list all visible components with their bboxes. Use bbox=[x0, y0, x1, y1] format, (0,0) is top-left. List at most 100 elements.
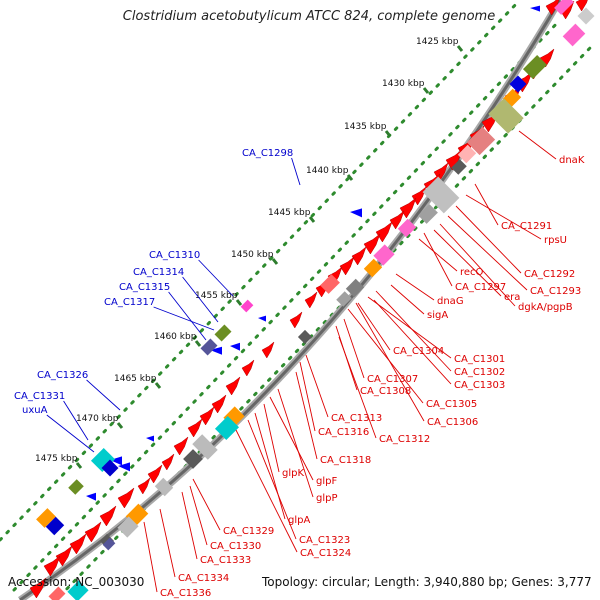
feature-block bbox=[554, 0, 574, 15]
reverse-gene-label: CA_C1331 bbox=[14, 391, 65, 402]
feature-block bbox=[240, 299, 254, 313]
forward-gene-label: dnaK bbox=[559, 155, 585, 166]
feature-block bbox=[509, 75, 527, 93]
forward-gene-arrow bbox=[389, 210, 405, 230]
feature-block bbox=[488, 98, 524, 134]
forward-leader-line bbox=[295, 371, 318, 460]
reverse-gene-arrow bbox=[530, 5, 540, 12]
forward-gene-label: CA_C1316 bbox=[318, 427, 369, 438]
forward-leader-line bbox=[235, 429, 298, 553]
feature-block bbox=[363, 258, 383, 278]
reverse-leader-line bbox=[86, 379, 121, 411]
forward-leader-line bbox=[447, 215, 528, 291]
forward-gene-arrow bbox=[261, 341, 275, 359]
forward-leader-line bbox=[357, 302, 391, 351]
forward-gene-label: rpsU bbox=[544, 235, 567, 246]
feature-block bbox=[336, 291, 352, 307]
feature-block bbox=[418, 204, 438, 224]
forward-gene-label: CA_C1306 bbox=[427, 417, 478, 428]
feature-block bbox=[68, 479, 84, 495]
forward-gene-arrow bbox=[211, 394, 227, 414]
forward-leader-line bbox=[390, 284, 425, 315]
forward-gene-label: CA_C1336 bbox=[160, 588, 211, 599]
forward-gene-label: CA_C1292 bbox=[524, 269, 575, 280]
feature-block bbox=[457, 144, 477, 164]
forward-leader-line bbox=[343, 318, 365, 379]
reverse-leader-line bbox=[168, 291, 207, 341]
forward-gene-label: glpK bbox=[282, 468, 304, 479]
forward-gene-arrow bbox=[69, 533, 87, 555]
forward-leader-line bbox=[159, 508, 176, 578]
forward-gene-arrow bbox=[161, 453, 175, 471]
reverse-gene-label: uxuA bbox=[22, 405, 48, 416]
forward-leader-line bbox=[269, 396, 314, 481]
feature-block bbox=[397, 218, 417, 238]
forward-leader-line bbox=[305, 354, 329, 418]
scale-tick-label: 1470 kbp bbox=[76, 414, 119, 424]
forward-gene-label: CA_C1291 bbox=[501, 221, 552, 232]
reverse-gene-label: CA_C1314 bbox=[133, 267, 184, 278]
forward-label-leaders bbox=[143, 130, 557, 593]
forward-leader-line bbox=[299, 361, 316, 432]
scale-tick-mark bbox=[346, 174, 354, 181]
feature-block bbox=[522, 54, 548, 80]
scale-tick-label: 1455 kbp bbox=[195, 291, 238, 301]
reverse-gene-label: CA_C1315 bbox=[119, 282, 170, 293]
reverse-leader-line bbox=[153, 306, 215, 331]
reverse-gene-arrow bbox=[210, 346, 222, 355]
reverse-gene-label: CA_C1298 bbox=[242, 148, 293, 159]
forward-gene-arrow bbox=[55, 545, 73, 567]
forward-gene-arrow bbox=[173, 436, 189, 456]
scale-tick-mark bbox=[154, 382, 162, 389]
feature-block bbox=[45, 516, 65, 536]
forward-gene-arrow bbox=[575, 0, 588, 12]
forward-gene-label: CA_C1303 bbox=[454, 380, 505, 391]
feature-block bbox=[466, 126, 496, 156]
reverse-strand-genes bbox=[36, 5, 540, 551]
scale-tick-label: 1465 kbp bbox=[114, 374, 157, 384]
forward-gene-arrow bbox=[43, 555, 61, 577]
reverse-leader-line bbox=[46, 414, 95, 453]
feature-block bbox=[48, 586, 66, 600]
scale-tick-mark bbox=[456, 45, 464, 52]
forward-gene-arrow bbox=[117, 487, 135, 509]
reverse-gene-label: CA_C1317 bbox=[104, 297, 155, 308]
feature-block bbox=[67, 580, 89, 600]
forward-leader-line bbox=[143, 521, 158, 593]
forward-gene-arrow bbox=[363, 233, 381, 255]
figure-title: Clostridium acetobutylicum ATCC 824, com… bbox=[122, 9, 496, 24]
feature-block bbox=[102, 537, 116, 551]
scale-tick-label: 1445 kbp bbox=[268, 208, 311, 218]
forward-gene-label: CA_C1313 bbox=[331, 413, 382, 424]
feature-block bbox=[101, 459, 119, 477]
scale-tick-mark bbox=[116, 422, 124, 429]
forward-gene-label: CA_C1329 bbox=[223, 526, 274, 537]
forward-leader-line bbox=[192, 478, 221, 531]
scale-tick-label: 1435 kbp bbox=[344, 122, 387, 132]
forward-gene-arrow bbox=[351, 246, 367, 266]
forward-gene-arrow bbox=[339, 256, 355, 276]
scale-tick-label: 1440 kbp bbox=[306, 166, 349, 176]
forward-gene-label: recO bbox=[460, 267, 484, 278]
feature-block bbox=[373, 244, 395, 266]
reverse-leader-line bbox=[182, 276, 219, 323]
reverse-gene-label: CA_C1310 bbox=[149, 250, 200, 261]
topology-text: Topology: circular; Length: 3,940,880 bp… bbox=[262, 575, 592, 589]
forward-gene-label: CA_C1324 bbox=[300, 548, 351, 559]
forward-gene-label: dgkA/pgpB bbox=[518, 302, 573, 313]
scale-tick-mark bbox=[194, 340, 202, 347]
forward-gene-label: CA_C1293 bbox=[530, 286, 581, 297]
forward-gene-label: CA_C1302 bbox=[454, 367, 505, 378]
forward-gene-label: CA_C1305 bbox=[426, 399, 477, 410]
forward-gene-label: CA_C1308 bbox=[360, 386, 411, 397]
forward-leader-line bbox=[433, 229, 502, 297]
scale-tick-mark bbox=[422, 87, 430, 94]
forward-gene-labels: dnaK CA_C1291 rpsU CA_C1292 CA_C1293 dgkA/pgp… bbox=[160, 155, 585, 599]
feature-block bbox=[192, 434, 218, 460]
forward-gene-label: CA_C1297 bbox=[455, 282, 506, 293]
scale-tick-mark bbox=[75, 462, 83, 469]
feature-block bbox=[214, 324, 232, 342]
forward-gene-arrow bbox=[375, 221, 393, 243]
